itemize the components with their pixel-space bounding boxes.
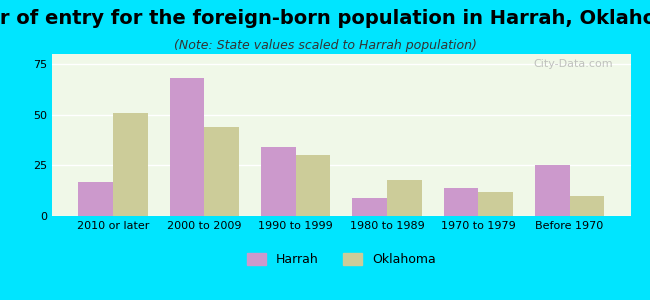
Bar	[478, 192, 513, 216]
Text: Year of entry for the foreign-born population in Harrah, Oklahoma: Year of entry for the foreign-born popul…	[0, 9, 650, 28]
Bar	[569, 196, 604, 216]
Bar	[261, 147, 296, 216]
Bar	[113, 113, 148, 216]
Legend: Harrah, Oklahoma: Harrah, Oklahoma	[242, 248, 441, 271]
Bar	[78, 182, 113, 216]
Bar	[204, 127, 239, 216]
Text: (Note: State values scaled to Harrah population): (Note: State values scaled to Harrah pop…	[174, 39, 476, 52]
Bar	[535, 165, 569, 216]
Text: City-Data.com: City-Data.com	[534, 59, 613, 69]
Bar	[170, 78, 204, 216]
Bar	[387, 179, 422, 216]
Bar	[443, 188, 478, 216]
Bar	[352, 198, 387, 216]
Bar	[296, 155, 330, 216]
